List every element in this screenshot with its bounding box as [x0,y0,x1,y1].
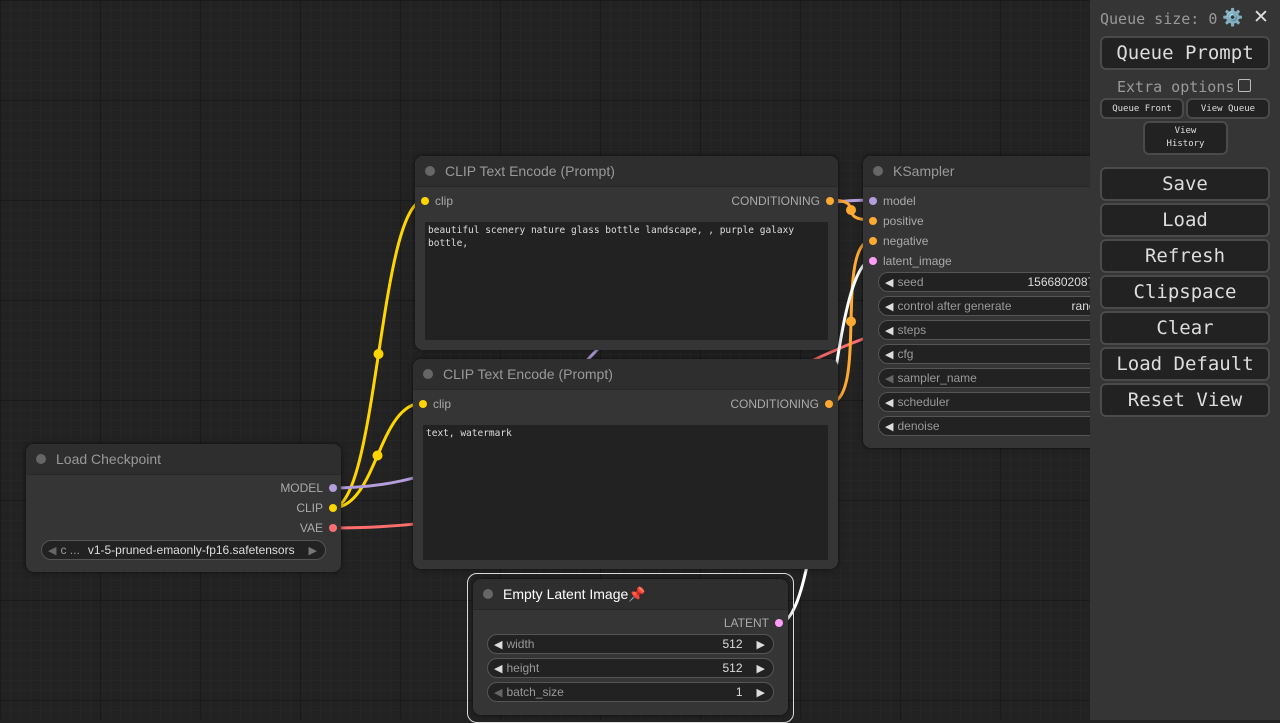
collapse-dot[interactable] [36,454,46,464]
output-latent[interactable]: LATENT [724,613,783,633]
node-title: CLIP Text Encode (Prompt) [445,163,615,179]
view-queue-button[interactable]: View Queue [1186,98,1270,119]
queue-prompt-button[interactable]: Queue Prompt [1100,36,1270,70]
close-icon[interactable]: ✕ [1253,6,1269,28]
denoise-widget[interactable]: ◀ denoise [878,416,1123,436]
ckpt-name-widget[interactable]: ◀ c ... v1-5-pruned-emaonly-fp16.safetenso… [41,540,326,560]
queue-size-label: Queue size: 0 [1100,10,1218,28]
extra-options-label: Extra options [1117,78,1235,96]
output-vae[interactable]: VAE [300,518,337,538]
queue-sidebar: Queue size: 0 ⚙️ ✕ Queue Prompt Extra op… [1090,0,1280,720]
node-title: Load Checkpoint [56,451,162,467]
node-title: Empty Latent Image📌 [503,585,646,602]
output-conditioning[interactable]: CONDITIONING [730,394,833,414]
width-widget[interactable]: ◀ width 512 ▶ [487,634,774,654]
queue-front-button[interactable]: Queue Front [1100,98,1184,119]
sampler-name-widget[interactable]: ◀ sampler_name [878,368,1123,388]
load-checkpoint-node[interactable]: Load Checkpoint MODEL CLIP VAE ◀ c ... v1-… [26,444,341,572]
clip-text-encode-positive-node[interactable]: CLIP Text Encode (Prompt) clip CONDITION… [415,156,838,350]
cfg-widget[interactable]: ◀ cfg [878,344,1123,364]
batch-size-widget[interactable]: ◀ batch_size 1 ▶ [487,682,774,702]
input-model[interactable]: model [869,191,916,211]
collapse-dot[interactable] [425,166,435,176]
seed-widget[interactable]: ◀ seed 1566802087 [878,272,1123,292]
input-clip[interactable]: clip [419,394,451,414]
input-clip[interactable]: clip [421,191,453,211]
control-after-generate-widget[interactable]: ◀control after generaterandomize [878,296,1123,316]
extra-options-checkbox[interactable] [1238,79,1251,92]
ksampler-node[interactable]: KSampler model positive negative latent_… [863,156,1123,448]
wire-midpoint-handle[interactable] [846,316,856,327]
reset-view-button[interactable]: Reset View [1100,383,1270,417]
node-title: KSampler [893,163,955,179]
input-negative[interactable]: negative [869,231,928,251]
wire-midpoint-handle[interactable] [372,450,383,461]
view-history-button[interactable]: View History [1143,121,1228,155]
input-latent-image[interactable]: latent_image [869,251,952,271]
node-title: CLIP Text Encode (Prompt) [443,366,613,382]
collapse-dot[interactable] [423,369,433,379]
refresh-button[interactable]: Refresh [1100,239,1270,273]
empty-latent-image-node[interactable]: Empty Latent Image📌 LATENT ◀ width 512 ▶ ◀ h… [473,579,788,715]
scheduler-widget[interactable]: ◀ scheduler [878,392,1123,412]
clip-text-encode-negative-node[interactable]: CLIP Text Encode (Prompt) clip CONDITION… [413,359,838,569]
load-button[interactable]: Load [1100,203,1270,237]
output-conditioning[interactable]: CONDITIONING [731,191,834,211]
prompt-textarea[interactable]: text, watermark [423,425,828,560]
steps-widget[interactable]: ◀ steps [878,320,1123,340]
collapse-dot[interactable] [873,166,883,176]
save-button[interactable]: Save [1100,167,1270,201]
load-default-button[interactable]: Load Default [1100,347,1270,381]
output-clip[interactable]: CLIP [296,498,337,518]
input-positive[interactable]: positive [869,211,924,231]
collapse-dot[interactable] [483,589,493,599]
height-widget[interactable]: ◀ height 512 ▶ [487,658,774,678]
clipspace-button[interactable]: Clipspace [1100,275,1270,309]
prompt-textarea[interactable]: beautiful scenery nature glass bottle la… [425,222,828,340]
output-model[interactable]: MODEL [280,478,337,498]
clear-button[interactable]: Clear [1100,311,1270,345]
wire-midpoint-handle[interactable] [373,349,384,359]
wire-midpoint-handle[interactable] [846,205,856,215]
settings-gear-icon[interactable]: ⚙️ [1222,8,1244,28]
